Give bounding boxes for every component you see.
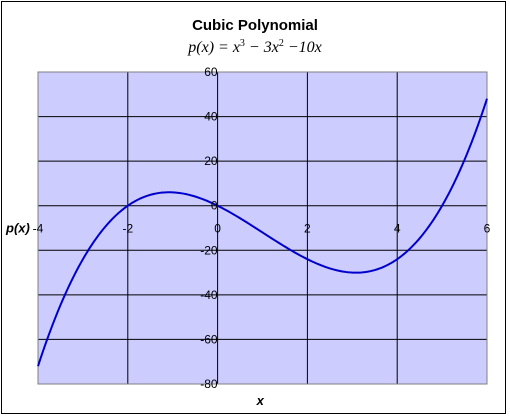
x-tick-label: 6 [484,222,491,236]
chart-subtitle: p(x) = x3 − 3x2 −10x [0,38,510,57]
y-tick-label: -60 [200,332,218,346]
x-tick-label: 2 [304,222,311,236]
subtitle-part-2: − 3x [244,39,279,56]
x-tick-label: -4 [33,222,44,236]
y-tick-labels: 60 40 20 0 -20 -40 -60 -80 [200,65,218,391]
y-tick-label: 20 [204,154,218,168]
plot-area [38,72,487,384]
y-tick-label: -40 [200,288,218,302]
subtitle-part-3: −10x [283,39,322,56]
subtitle-exponent-2: 2 [278,38,284,49]
subtitle-exponent-3: 3 [239,38,245,49]
y-axis-label: p(x) [5,221,30,236]
plot-border [37,71,488,385]
y-tick-label: 0 [211,199,218,213]
chart-title: Cubic Polynomial [192,17,318,34]
x-tick-label: 4 [394,222,401,236]
x-axis-label: x [256,393,265,408]
y-tick-label: -80 [200,377,218,391]
y-tick-label: -20 [200,243,218,257]
series-line [37,98,488,367]
y-tick-label: 60 [204,65,218,79]
x-tick-label: 0 [214,222,221,236]
x-tick-labels: -4 -2 0 2 4 6 [33,222,491,236]
y-tick-label: 40 [204,110,218,124]
subtitle-part-1: p(x) = x [188,39,240,56]
x-tick-label: -2 [122,222,133,236]
